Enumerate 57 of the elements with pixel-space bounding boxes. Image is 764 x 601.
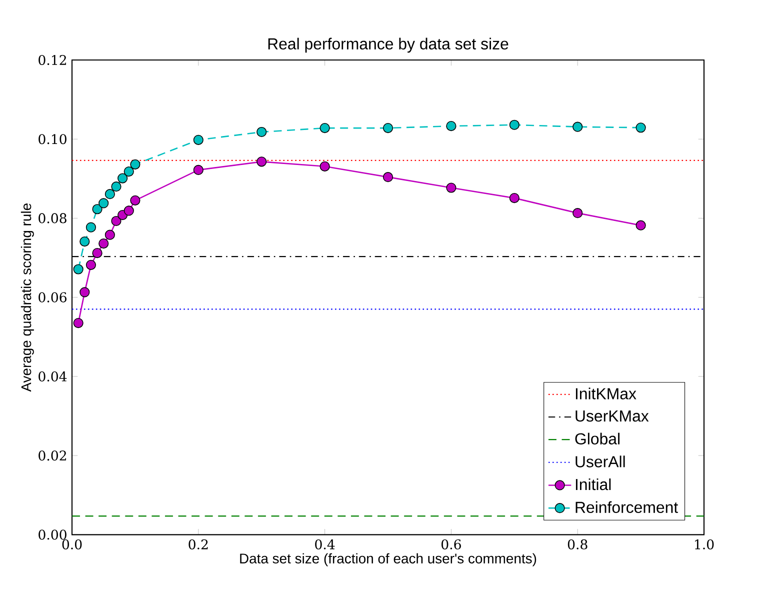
y-tick-label: 0.12: [38, 54, 66, 65]
legend-label: Initial: [576, 478, 611, 490]
point: [320, 122, 330, 133]
legend-label: UserAll: [576, 455, 625, 468]
point: [80, 236, 90, 246]
point: [320, 161, 330, 172]
y-axis-title: Average quadratic scoring rule: [20, 203, 34, 392]
point: [193, 134, 204, 145]
point: [636, 220, 646, 230]
point: [636, 122, 646, 133]
y-tick-label: 0.00: [38, 529, 66, 540]
point: [256, 156, 267, 167]
point: [86, 222, 96, 232]
point: [118, 173, 128, 184]
point: [98, 238, 109, 248]
x-tick-label: 0.8: [568, 539, 588, 550]
point: [446, 120, 456, 131]
point: [73, 318, 84, 328]
point: [124, 206, 134, 216]
point: [111, 181, 122, 192]
point: [104, 230, 115, 240]
point: [73, 264, 84, 274]
point: [111, 216, 122, 226]
legend-label: Reinforcement: [576, 501, 678, 513]
x-axis-title: Data set size (fraction of each user's comments): [240, 553, 536, 566]
point: [92, 248, 102, 258]
y-tick-label: 0.02: [38, 450, 66, 460]
x-tick-label: 1.0: [695, 539, 714, 550]
legend-label: UserKMax: [576, 410, 649, 422]
point: [86, 260, 96, 270]
point: [130, 159, 140, 170]
point: [98, 198, 109, 208]
point: [446, 182, 456, 193]
y-tick-label: 0.10: [38, 134, 66, 144]
x-tick-label: 0.6: [442, 539, 461, 550]
point: [80, 286, 90, 298]
point: [193, 164, 204, 175]
point: [382, 172, 394, 182]
point: [104, 188, 115, 199]
point: [130, 195, 140, 206]
legend-label: Global: [575, 432, 620, 444]
y-tick-label: 0.06: [38, 292, 66, 302]
chart-title: Real performance by data set size: [268, 38, 508, 52]
y-tick-label: 0.08: [38, 213, 66, 224]
point: [256, 126, 267, 137]
x-tick-label: 0.2: [188, 539, 208, 550]
y-tick-label: 0.04: [38, 371, 67, 382]
point: [572, 208, 583, 218]
point: [509, 192, 520, 203]
point: [572, 122, 583, 132]
x-tick-label: 0.0: [62, 539, 82, 550]
legend-label: InitKMax: [576, 388, 636, 400]
point: [509, 120, 520, 130]
point: [92, 204, 102, 214]
x-tick-label: 0.4: [315, 539, 335, 550]
point: [382, 122, 394, 133]
point: [124, 166, 134, 176]
